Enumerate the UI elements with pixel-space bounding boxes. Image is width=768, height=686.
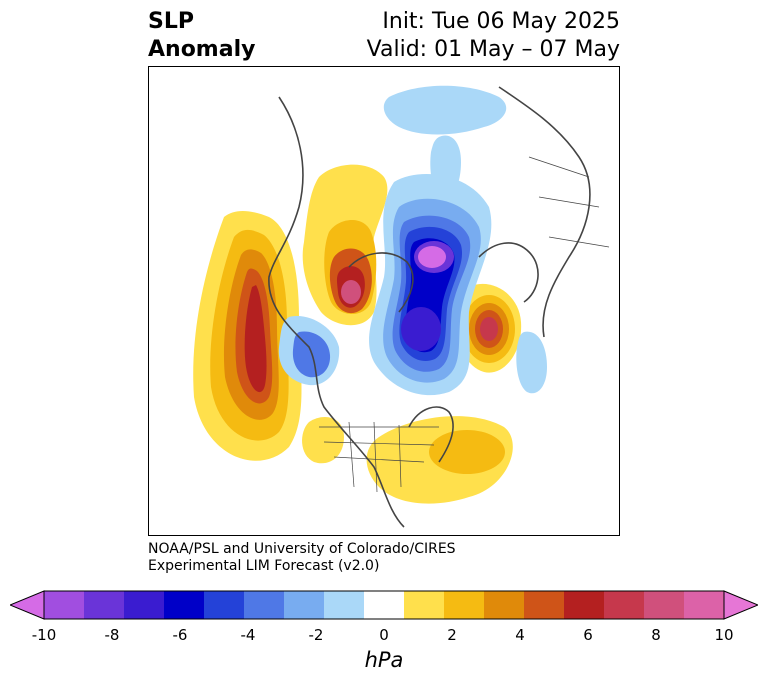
slp-anomaly-map [193, 85, 610, 528]
init-date: Init: Tue 06 May 2025 [382, 9, 620, 34]
chart-title: SLP Anomaly [148, 8, 255, 64]
colorbar-cell [204, 591, 245, 619]
valid-range: Valid: 01 May – 07 May [366, 37, 620, 62]
colorbar-cell [244, 591, 285, 619]
coastline-outlines [268, 86, 591, 528]
colorbar-tick-label: -4 [240, 626, 256, 644]
credit-line-1: NOAA/PSL and University of Colorado/CIRE… [148, 541, 456, 557]
colorbar-cell [324, 591, 365, 619]
colorbar-tick-label: -2 [308, 626, 324, 644]
colorbar-tick-label: -6 [172, 626, 188, 644]
colorbar-outline [43, 590, 725, 620]
colorbar-tick-label: 2 [447, 626, 457, 644]
colorbar [10, 590, 758, 620]
colorbar-tick-label: 0 [379, 626, 389, 644]
atlantic-high-anomaly [302, 416, 513, 504]
colorbar-cell [124, 591, 165, 619]
colorbar-cell [644, 591, 685, 619]
colorbar-tick-label: -10 [31, 626, 57, 644]
colorbar-tick-label: 4 [515, 626, 525, 644]
colorbar-cell [484, 591, 525, 619]
colorbar-units-label: hPa [364, 648, 404, 672]
colorbar-tick-label: 8 [651, 626, 661, 644]
colorbar-cell [564, 591, 605, 619]
arctic-low-anomaly [369, 174, 492, 396]
title-line-anomaly: Anomaly [148, 37, 256, 62]
europe-high-anomaly [456, 283, 522, 373]
colorbar-cell [684, 591, 725, 619]
colorbar-cell [164, 591, 205, 619]
colorbar-cell [404, 591, 445, 619]
colorbar-cell [524, 591, 565, 619]
border-lines [319, 156, 610, 493]
forecast-dates: Init: Tue 06 May 2025 Valid: 01 May – 07… [367, 8, 620, 64]
colorbar-cell [284, 591, 325, 619]
colorbar-cell [364, 591, 405, 619]
siberia-low-anomaly [383, 85, 547, 394]
credit-line-2: Experimental LIM Forecast (v2.0) [148, 558, 380, 574]
colorbar-extend-min [10, 590, 45, 620]
colorbar-cell [444, 591, 485, 619]
map-panel [148, 66, 620, 536]
colorbar-tick-label: -8 [104, 626, 120, 644]
colorbar-extend-max [723, 590, 758, 620]
colorbar-cell [44, 591, 85, 619]
title-line-variable: SLP [148, 9, 194, 34]
greenland-high-anomaly [302, 164, 388, 326]
colorbar-cell [84, 591, 125, 619]
credit-text: NOAA/PSL and University of Colorado/CIRE… [148, 541, 456, 575]
colorbar-tick-label: 6 [583, 626, 593, 644]
colorbar-tick-label: 10 [714, 626, 734, 644]
colorbar-cell [604, 591, 645, 619]
colorbar-cells [10, 590, 758, 620]
colorbar-tick-labels: -10 -8 -6 -4 -2 0 2 4 6 8 10 [0, 626, 768, 646]
